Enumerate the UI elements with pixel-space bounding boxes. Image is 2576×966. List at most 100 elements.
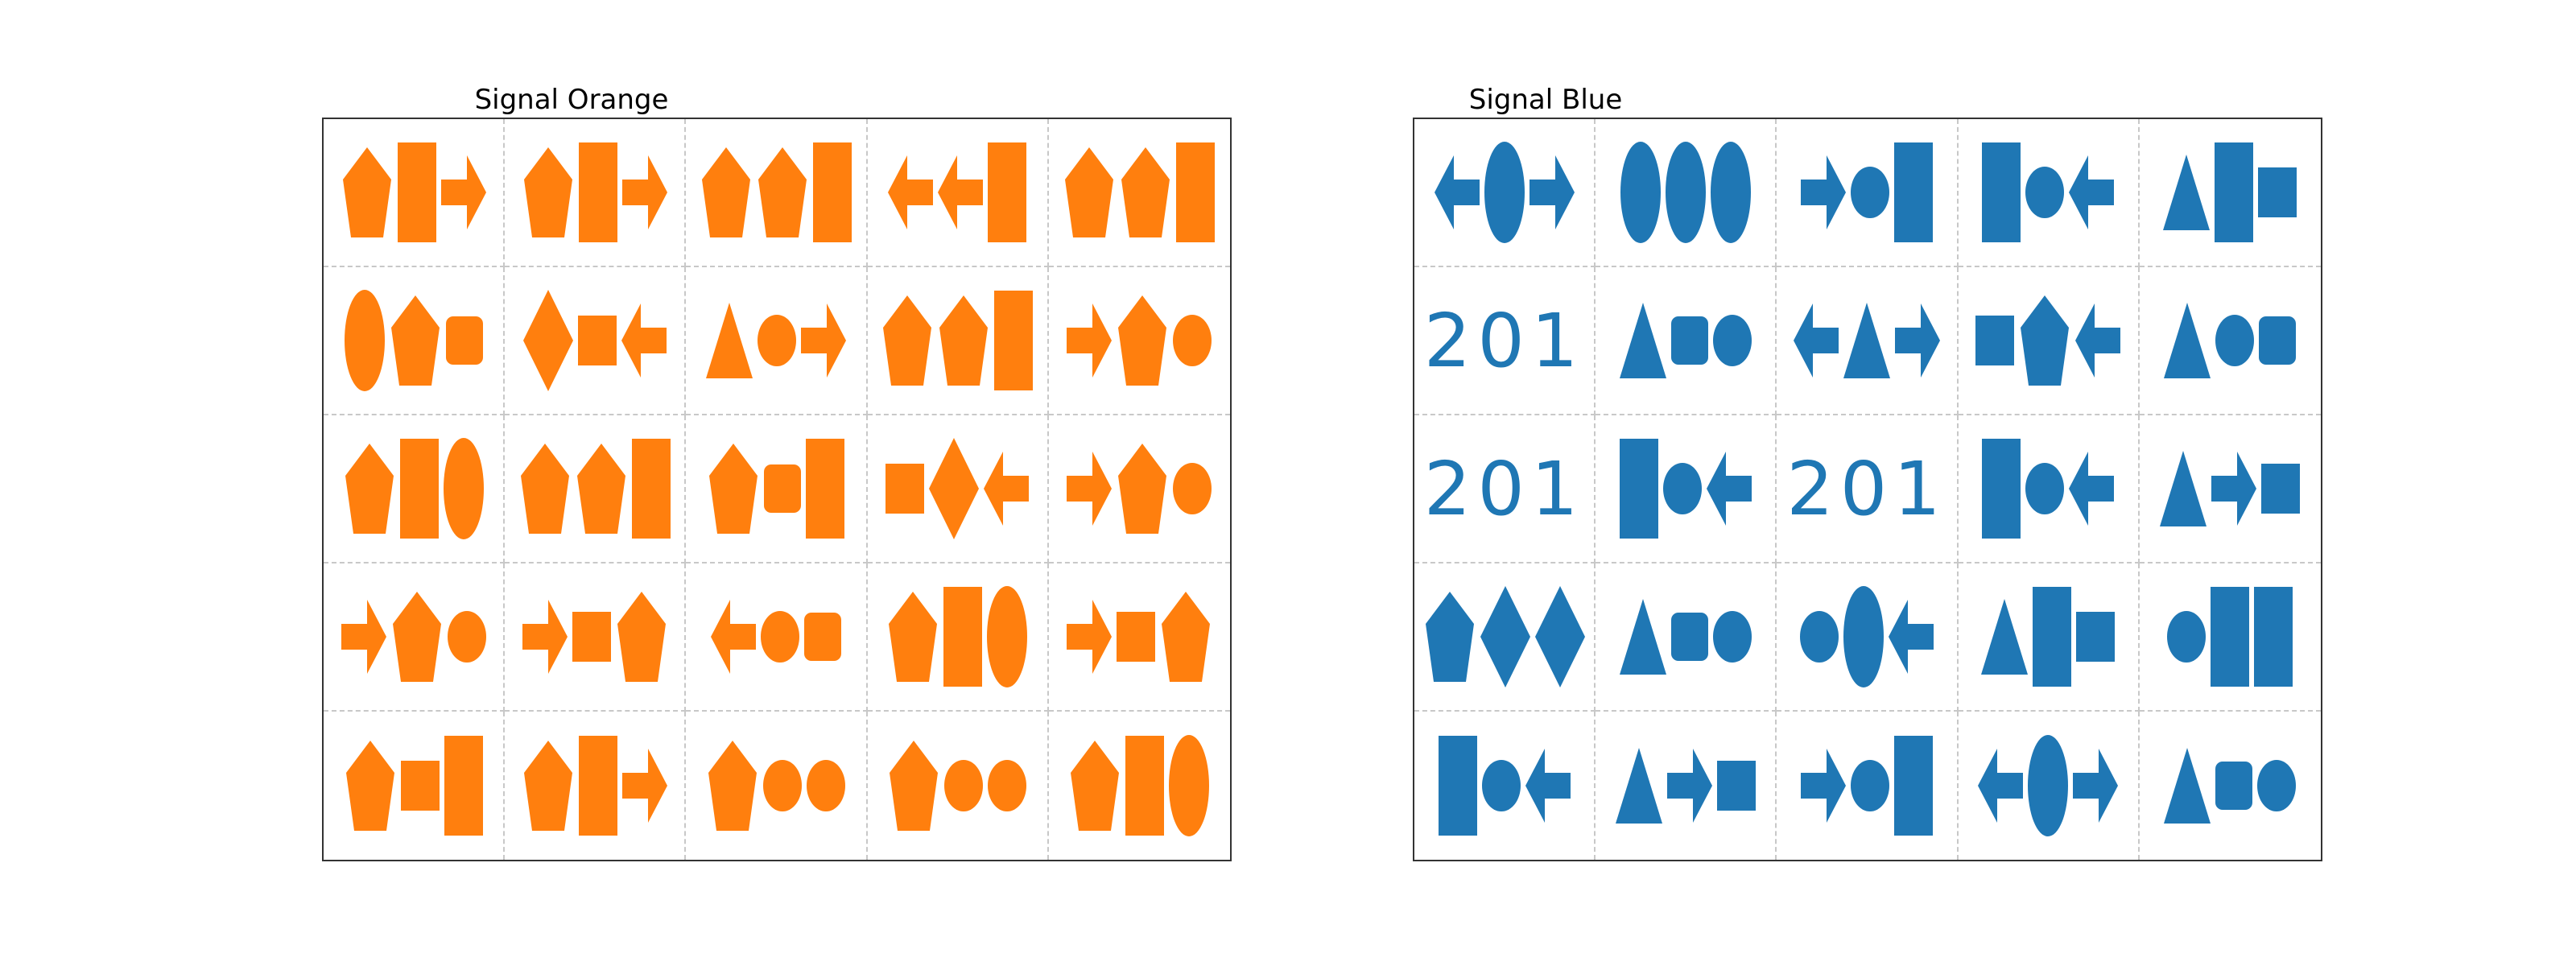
rect-tall-shape [1176,142,1216,242]
arrow-right-shape [2073,749,2119,823]
ellipse-shape [1484,142,1525,243]
grid-cell [1777,267,1959,415]
cell-shape-group [344,436,484,541]
cell-shape-group [1438,733,1571,838]
diamond-shape [1480,586,1530,687]
grid-cell [686,564,868,712]
square-shape [2258,167,2297,217]
cell-shape-group [522,140,667,245]
pentagon-shape [520,444,569,534]
pentagon-shape [617,592,666,682]
pentagon-shape [390,295,440,386]
arrow-right-shape [1894,303,1940,378]
pentagon-shape [1425,592,1474,682]
circle-shape [988,760,1027,811]
triangle-shape [2163,155,2211,230]
grid-cell [1596,119,1777,267]
grid-cell [1958,267,2140,415]
grid-cell [324,415,506,564]
triangle-shape [2164,303,2211,378]
circle-shape [762,760,802,811]
grid-cell [505,712,687,860]
rect-tall-shape [2033,587,2072,687]
ellipse-shape [2028,735,2069,836]
arrow-right-shape [621,749,667,823]
cell-shape-group [1975,288,2121,393]
arrow-left-shape [1978,749,2024,823]
grid-cell [1958,119,2140,267]
circle-shape [1850,167,1889,218]
pentagon-shape [890,741,939,831]
pentagon-shape [2021,295,2070,386]
orange-shape-grid [322,118,1232,861]
cell-shape-group [700,140,852,245]
ellipse-shape [1843,586,1884,687]
grid-cell [324,119,506,267]
grid-cell [867,119,1049,267]
rounded-rect-shape [763,464,801,513]
square-shape [2076,612,2116,662]
square-shape [572,612,611,662]
pentagon-shape [345,444,394,534]
cell-shape-group [1981,584,2116,689]
arrow-right-shape [1067,600,1113,674]
circle-shape [447,611,486,663]
arrow-left-shape [1793,303,1839,378]
arrow-left-shape [710,600,756,674]
cell-shape-group [1800,733,1933,838]
circle-shape [1173,315,1212,366]
cell-shape-group [1619,288,1752,393]
cell-shape-group [2164,288,2297,393]
pentagon-shape [889,592,938,682]
square-shape [1716,761,1756,811]
grid-cell [1414,564,1596,712]
rect-tall-shape [578,736,617,836]
rounded-rect-shape [1670,316,1708,365]
pentagon-shape [708,741,757,831]
grid-cell [505,564,687,712]
grid-cell [1596,564,1777,712]
circle-shape [2025,167,2065,218]
square-shape [400,761,440,811]
arrow-right-shape [522,600,568,674]
rect-tall-shape [943,587,983,687]
arrow-right-shape [440,155,486,229]
circle-shape [944,760,984,811]
grid-cell: 201 [1777,415,1959,564]
square-shape [2261,464,2301,514]
cell-shape-group [1978,733,2119,838]
arrow-right-shape [1800,155,1846,229]
diamond-shape [522,290,573,391]
orange-panel: Signal Orange [322,84,1232,861]
cell-shape-group [886,436,1030,541]
grid-cell [2139,564,2321,712]
pentagon-shape [1065,147,1114,237]
grid-cell [1959,712,2140,860]
triangle-shape [1981,599,2029,675]
grid-cell [1048,267,1230,415]
grid-cell [686,267,868,415]
circle-shape [760,611,799,663]
grid-cell [1414,119,1596,267]
rect-tall-shape [994,291,1034,390]
arrow-right-shape [1067,303,1113,378]
blue-grid-cells: 201 201 201 [1414,119,2321,860]
cell-shape-group [344,288,483,393]
ellipse-shape [1665,142,1706,243]
cell-shape-group [1982,436,2115,541]
cell-shape-group [1799,584,1934,689]
grid-cell [686,712,868,860]
grid-cell [1777,119,1959,267]
square-shape [886,464,925,514]
cell-shape-group [341,140,486,245]
ellipse-shape [1620,142,1661,243]
grid-cell [505,267,687,415]
rounded-rect-shape [2215,762,2253,810]
grid-cell [867,267,1049,415]
circle-shape [2257,760,2297,811]
pentagon-shape [939,295,989,386]
rect-tall-shape [1893,142,1933,242]
cell-shape-group [2160,436,2301,541]
grid-cell [2139,119,2321,267]
cell-shape-group [705,288,846,393]
